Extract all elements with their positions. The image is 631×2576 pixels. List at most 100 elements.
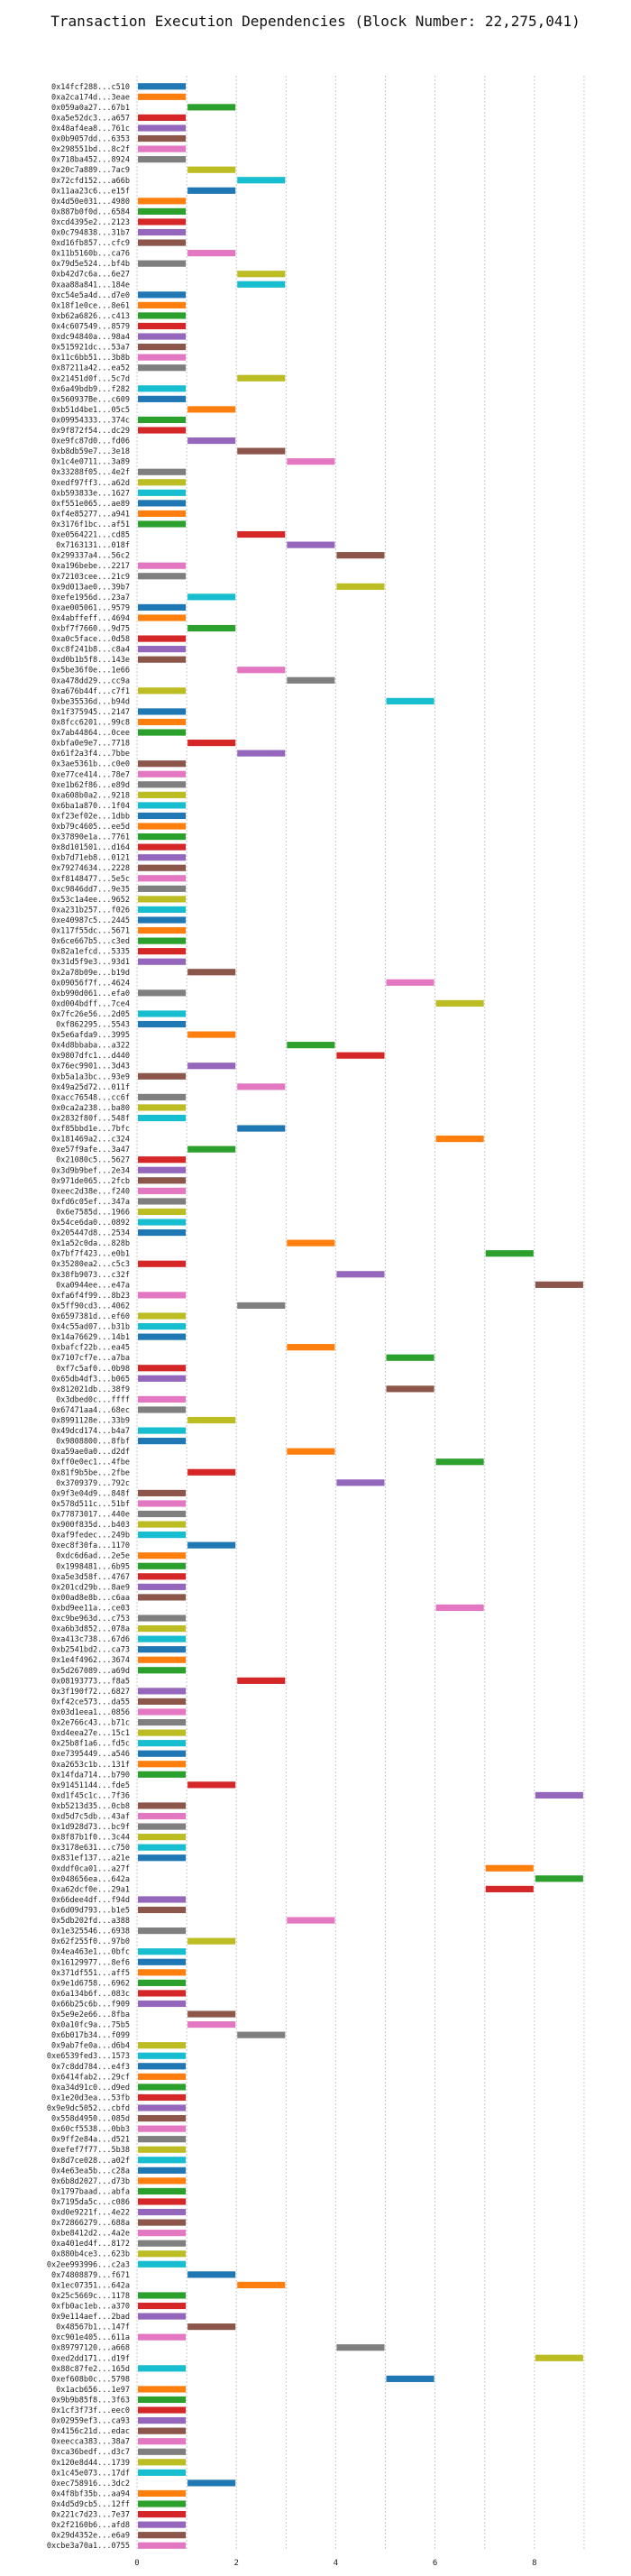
- task-bar: [138, 1635, 187, 1642]
- task-bar: [138, 573, 187, 580]
- y-tick-label: 0xbafcf22b...ea45: [51, 1344, 130, 1353]
- y-tick-label: 0xa196bebe...2217: [51, 562, 130, 571]
- y-tick-label: 0x79d5e524...bf4b: [51, 260, 130, 269]
- y-tick-label: 0x00ad8e8b...c6aa: [51, 1594, 130, 1603]
- y-tick-label: 0x65db4df3...b065: [51, 1375, 130, 1384]
- y-tick-label: 0xb42d7c6a...6e27: [51, 271, 130, 280]
- task-bar: [287, 676, 335, 684]
- task-bar: [138, 468, 187, 475]
- y-tick-label: 0x3d9b9bef...2e34: [51, 1166, 130, 1175]
- task-bar: [138, 1500, 187, 1507]
- task-bar: [138, 770, 187, 777]
- task-bar: [138, 260, 187, 267]
- task-bar: [138, 1562, 187, 1569]
- y-tick-label: 0x120e8d44...1739: [51, 2459, 130, 2468]
- y-tick-label: 0x72103cee...21c9: [51, 573, 130, 582]
- task-bar: [237, 281, 286, 288]
- y-tick-label: 0x61f2a3f4...7bbe: [51, 750, 130, 759]
- y-tick-label: 0x560937Be...c609: [51, 395, 130, 404]
- y-tick-label: 0x4ea463e1...0bfc: [51, 1948, 130, 1957]
- y-tick-label: 0x66b25c6b...f909: [51, 2000, 130, 2009]
- task-bar: [138, 1958, 187, 1965]
- task-bar: [138, 354, 187, 361]
- task-bar: [386, 1385, 434, 1393]
- task-bar: [138, 1114, 187, 1122]
- task-bar: [138, 2292, 187, 2299]
- y-tick-label: 0x8fcc6201...99c8: [51, 718, 130, 727]
- y-tick-label: 0x2e766c43...b71c: [51, 1719, 130, 1728]
- y-tick-label: 0x6ba1a870...1f04: [51, 802, 130, 811]
- task-bar: [138, 2167, 187, 2174]
- y-tick-label: 0xfb0ac1eb...a370: [51, 2303, 130, 2312]
- task-bar: [138, 1854, 187, 1862]
- y-tick-label: 0x14fda714...b790: [51, 1771, 130, 1780]
- y-tick-label: 0x201cd29b...8ae9: [51, 1583, 130, 1592]
- chart-title: Transaction Execution Dependencies (Bloc…: [50, 13, 581, 30]
- task-bar: [138, 1406, 187, 1413]
- y-tick-label: 0x5be36f0e...1e66: [51, 667, 130, 676]
- task-bar: [187, 1781, 236, 1789]
- task-bar: [138, 333, 187, 340]
- y-tick-label: 0x221c7d23...7e37: [51, 2511, 130, 2520]
- task-bar: [138, 1198, 187, 1205]
- y-tick-label: 0x31d5f9e3...93d1: [51, 958, 130, 967]
- task-bar: [386, 2375, 434, 2382]
- task-bar: [138, 854, 187, 861]
- y-tick-label: 0x66dee4df...f94d: [51, 1896, 130, 1905]
- y-tick-label: 0x1c4e0711...3a89: [51, 458, 130, 467]
- task-bar: [287, 1042, 335, 1049]
- task-bar: [187, 740, 236, 747]
- task-bar: [138, 114, 187, 122]
- task-bar: [187, 1031, 236, 1038]
- task-bar: [187, 2021, 236, 2029]
- task-bar: [287, 1239, 335, 1247]
- y-tick-label: 0x371df551...aff5: [51, 1969, 130, 1978]
- task-bar: [138, 1156, 187, 1164]
- task-bar: [138, 2187, 187, 2195]
- task-bar: [187, 437, 236, 445]
- task-bar: [138, 2073, 187, 2080]
- task-bar: [336, 583, 385, 590]
- y-tick-label: 0x1e325546...6938: [51, 1927, 130, 1937]
- y-tick-label: 0x4156c21d...edac: [51, 2427, 130, 2436]
- task-bar: [138, 1718, 187, 1726]
- task-bar: [138, 2250, 187, 2258]
- task-bar: [237, 2281, 286, 2288]
- task-bar: [138, 2260, 187, 2268]
- task-bar: [138, 1365, 187, 1372]
- y-tick-label: 0x82a1efcd...5335: [51, 948, 130, 957]
- task-bar: [138, 1823, 187, 1830]
- y-tick-label: 0x35280ea2...c5c3: [51, 1260, 130, 1269]
- task-bar: [485, 1250, 534, 1257]
- y-tick-label: 0xa5e3d58f...4767: [51, 1573, 130, 1582]
- task-bar: [138, 2104, 187, 2111]
- task-bar: [138, 2177, 187, 2185]
- y-tick-label: 0x3f190f72...6827: [51, 1688, 130, 1697]
- task-bar: [138, 1667, 187, 1674]
- task-bar: [138, 198, 187, 205]
- task-bar: [435, 1604, 484, 1612]
- y-tick-label: 0xa676b44f...c7f1: [51, 687, 130, 696]
- task-bar: [138, 1802, 187, 1809]
- task-bar: [138, 1688, 187, 1695]
- task-bar: [386, 1354, 434, 1361]
- task-bar: [535, 2354, 583, 2361]
- y-tick-label: 0x62f255f0...97b0: [51, 1937, 130, 1946]
- task-bar: [138, 301, 187, 308]
- y-tick-label: 0xbf7f7660...9d75: [51, 625, 130, 634]
- y-tick-label: 0x67471aa4...68ec: [51, 1406, 130, 1415]
- y-tick-label: 0x09056f7f...4624: [51, 979, 130, 988]
- task-bar: [435, 1458, 484, 1466]
- y-tick-label: 0x25c5669c...1178: [51, 2292, 130, 2301]
- y-tick-label: 0x33288f05...4e2f: [51, 468, 130, 477]
- task-bar: [138, 2417, 187, 2424]
- task-bar: [138, 791, 187, 798]
- y-tick-label: 0x9ab7fe0a...d6b4: [51, 2042, 130, 2051]
- task-bar: [138, 395, 187, 402]
- y-tick-label: 0x79274634...2228: [51, 864, 130, 873]
- task-bar: [138, 812, 187, 820]
- task-bar: [138, 2406, 187, 2414]
- y-tick-label: 0xa608b0a2...9218: [51, 791, 130, 800]
- task-bar: [237, 530, 286, 538]
